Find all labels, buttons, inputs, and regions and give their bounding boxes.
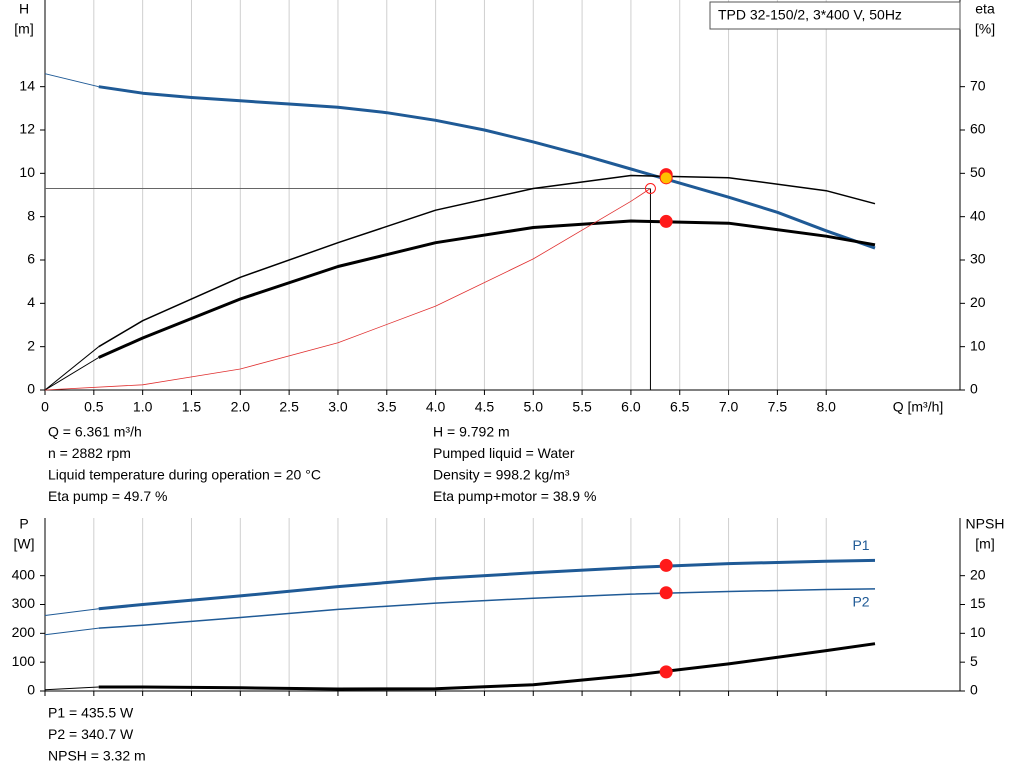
info-text: Liquid temperature during operation = 20… [48,467,321,483]
y-tick-label: 6 [27,251,35,267]
curve [44,73,99,88]
y2-axis-label: eta [975,1,995,17]
operating-point [659,665,673,679]
y2-tick-label: 20 [970,566,986,582]
y2-tick-label: 40 [970,207,986,223]
y2-tick-label: 10 [970,624,986,640]
y2-axis-label: NPSH [966,516,1005,532]
y2-tick-label: 10 [970,337,986,353]
y-axis-unit: [m] [14,21,33,37]
y-axis-label: P [19,516,28,532]
y-axis-unit: [W] [14,536,35,552]
y2-tick-label: 50 [970,164,986,180]
info-text: NPSH = 3.32 m [48,748,146,764]
operating-point [659,586,673,600]
info-text: Density = 998.2 kg/m³ [433,467,570,483]
info-text: Pumped liquid = Water [433,445,575,461]
y2-tick-label: 0 [970,682,978,698]
y-tick-label: 0 [27,381,35,397]
curve [98,85,876,250]
y2-tick-label: 20 [970,294,986,310]
y2-tick-label: 5 [970,653,978,669]
x-axis-label: Q [m³/h] [893,399,944,415]
y-tick-label: 14 [19,77,35,93]
curve [44,346,100,391]
info-text: Eta pump = 49.7 % [48,488,167,504]
x-tick-label: 5.5 [572,399,592,415]
x-tick-label: 7.5 [768,399,788,415]
x-tick-label: 4.5 [475,399,495,415]
y-tick-label: 12 [19,121,35,137]
operating-point [659,214,673,228]
info-text: P1 = 435.5 W [48,705,134,721]
x-tick-label: 3.0 [328,399,348,415]
x-tick-label: 5.0 [524,399,544,415]
x-tick-label: 3.5 [377,399,397,415]
y2-axis-unit: [%] [975,21,995,37]
info-text: Eta pump+motor = 38.9 % [433,488,596,504]
y-tick-label: 10 [19,164,35,180]
curve [44,627,99,636]
x-tick-label: 2.0 [231,399,251,415]
y-tick-label: 0 [27,682,35,698]
x-tick-label: 2.5 [279,399,299,415]
operating-point [659,171,673,185]
x-tick-label: 6.5 [670,399,690,415]
curve [98,558,876,611]
info-text: H = 9.792 m [433,424,510,440]
y-tick-label: 400 [12,566,36,582]
x-tick-label: 0 [41,399,49,415]
x-tick-label: 6.0 [621,399,641,415]
y-tick-label: 4 [27,294,35,310]
curve [44,357,99,391]
curve [98,219,876,359]
curve [98,588,876,629]
x-tick-label: 4.0 [426,399,446,415]
y2-tick-label: 0 [970,381,978,397]
operating-point [644,183,656,194]
y2-axis-unit: [m] [975,536,994,552]
info-text: Q = 6.361 m³/h [48,424,142,440]
y-tick-label: 100 [12,653,36,669]
curve-label: P2 [852,594,869,610]
x-tick-label: 1.0 [133,399,153,415]
y-tick-label: 300 [12,595,36,611]
curve [44,686,99,691]
y-tick-label: 2 [27,337,35,353]
y2-tick-label: 30 [970,251,986,267]
curve-label: P1 [852,537,869,553]
operating-point [659,558,673,572]
curve [98,174,876,348]
y2-tick-label: 70 [970,77,986,93]
y2-tick-label: 15 [970,595,986,611]
info-text: P2 = 340.7 W [48,726,134,742]
info-text: n = 2882 rpm [48,445,131,461]
x-tick-label: 1.5 [182,399,202,415]
curve [98,642,876,691]
y2-tick-label: 60 [970,121,986,137]
y-axis-label: H [19,1,29,17]
x-tick-label: 7.0 [719,399,739,415]
x-tick-label: 0.5 [84,399,104,415]
curve [44,608,99,616]
chart-title: TPD 32-150/2, 3*400 V, 50Hz [718,7,902,23]
y-tick-label: 8 [27,207,35,223]
title-box [709,1,961,30]
curve [44,188,651,391]
x-tick-label: 8.0 [816,399,836,415]
y-tick-label: 200 [12,624,36,640]
